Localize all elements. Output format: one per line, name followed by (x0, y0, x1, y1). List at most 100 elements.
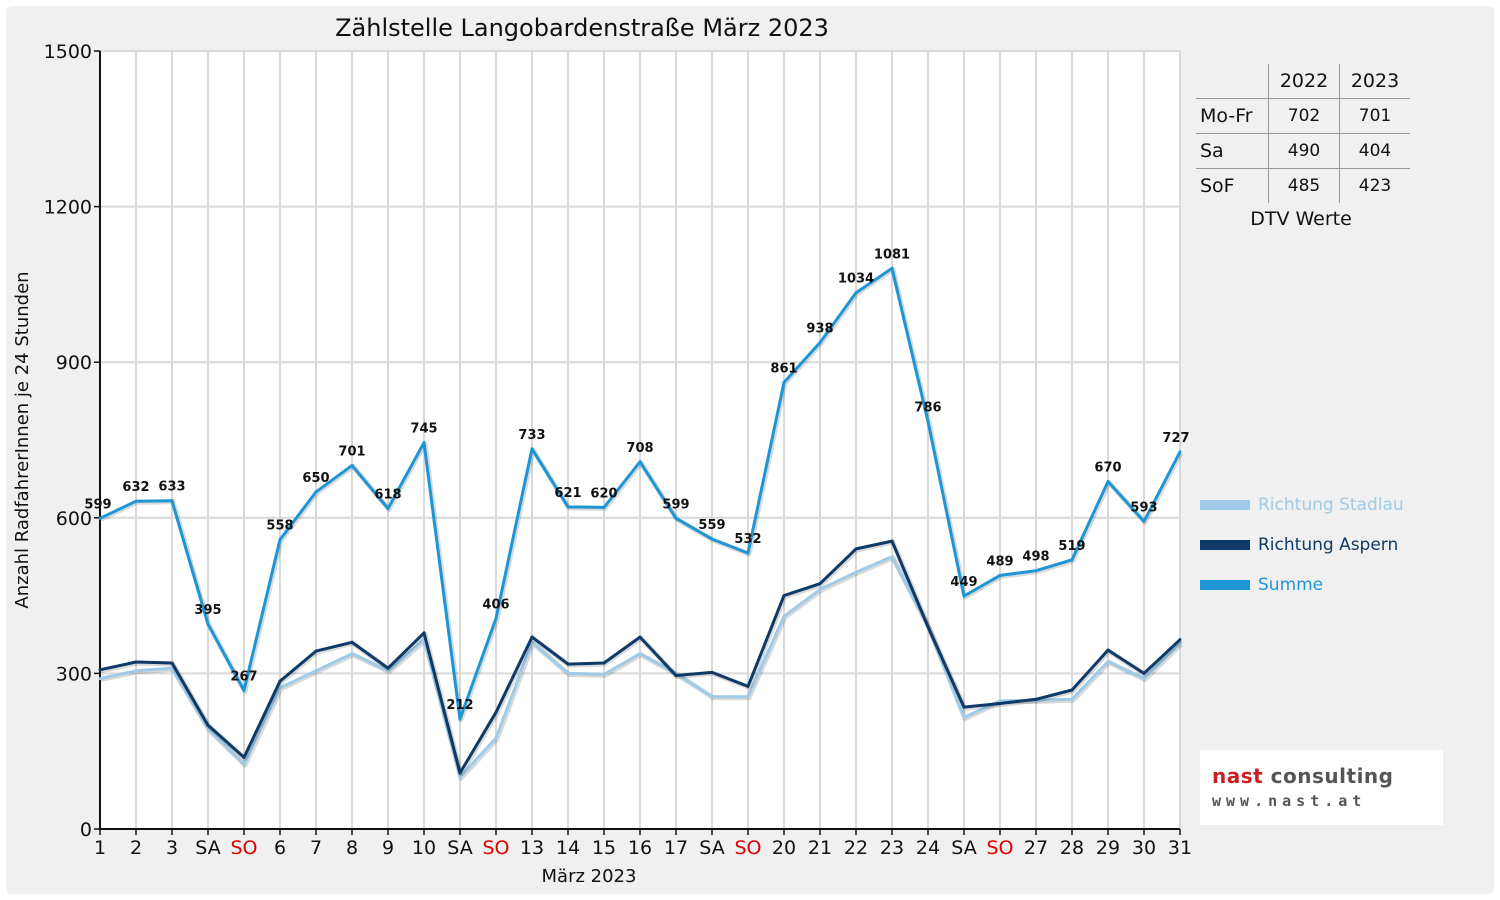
data-label: 449 (950, 575, 977, 590)
data-point (98, 677, 102, 681)
data-point (242, 689, 246, 693)
logo-brand-b: consulting (1270, 764, 1394, 788)
data-point (314, 669, 318, 673)
y-tick-label: 1500 (44, 41, 92, 63)
x-tick-label: 22 (844, 837, 868, 859)
data-point (134, 660, 138, 664)
legend-item-aspern: Richtung Aspern (1200, 535, 1398, 555)
data-label: 498 (1022, 550, 1049, 565)
x-tick-label: 14 (556, 837, 580, 859)
dtv-cell: 702 (1268, 98, 1340, 134)
data-point (854, 291, 858, 295)
x-tick-label: SO (734, 837, 761, 859)
data-point (494, 736, 498, 740)
data-point (602, 672, 606, 676)
y-tick-label: 900 (56, 352, 92, 374)
logo-website: www.nast.at (1212, 792, 1367, 810)
x-tick-label: 2 (130, 837, 142, 859)
data-point (530, 447, 534, 451)
x-tick-label: 1 (94, 837, 106, 859)
data-point (1142, 671, 1146, 675)
data-point (98, 668, 102, 672)
legend-label-stadlau: Richtung Stadlau (1258, 495, 1404, 515)
x-tick-label: 23 (880, 837, 904, 859)
dtv-table: 2022 2023 Mo-Fr 702 701 Sa 490 404 SoF 4… (1196, 64, 1410, 203)
data-point (998, 701, 1002, 705)
data-point (206, 727, 210, 731)
data-label: 938 (806, 321, 833, 336)
dtv-cell: 404 (1339, 133, 1410, 169)
dtv-cell: 701 (1339, 98, 1410, 134)
data-point (602, 505, 606, 509)
dtv-header-2022: 2022 (1268, 64, 1340, 99)
data-point (782, 614, 786, 618)
legend-swatch-aspern (1200, 540, 1250, 550)
data-point (134, 499, 138, 503)
data-point (170, 666, 174, 670)
dtv-corner (1196, 64, 1269, 99)
data-point (566, 671, 570, 675)
logo-brand: nast consulting (1212, 764, 1393, 788)
data-label: 519 (1058, 539, 1085, 554)
data-point (782, 594, 786, 598)
x-tick-label: SA (951, 837, 976, 859)
y-tick-label: 600 (56, 508, 92, 530)
logo-brand-a: nast (1212, 764, 1264, 788)
data-point (98, 516, 102, 520)
data-label: 558 (266, 519, 293, 534)
data-point (530, 635, 534, 639)
data-label: 621 (554, 486, 581, 501)
data-point (350, 640, 354, 644)
data-point (1034, 569, 1038, 573)
dtv-row-label: SoF (1200, 175, 1235, 197)
x-tick-label: 29 (1096, 837, 1120, 859)
x-tick-label: 20 (772, 837, 796, 859)
x-tick-label: 9 (382, 837, 394, 859)
x-tick-label: SO (230, 837, 257, 859)
x-tick-label: 31 (1168, 837, 1192, 859)
data-point (1142, 519, 1146, 523)
data-label: 620 (590, 486, 617, 501)
data-point (566, 505, 570, 509)
data-label: 650 (302, 471, 329, 486)
data-point (818, 587, 822, 591)
data-point (1178, 450, 1182, 454)
data-point (206, 622, 210, 626)
y-tick-label: 1200 (44, 197, 92, 219)
x-tick-label: 6 (274, 837, 286, 859)
data-point (206, 723, 210, 727)
data-label: 267 (230, 670, 257, 685)
data-label: 701 (338, 444, 365, 459)
data-label: 599 (84, 497, 111, 512)
legend-item-stadlau: Richtung Stadlau (1200, 495, 1404, 515)
data-point (962, 594, 966, 598)
data-label: 670 (1094, 460, 1121, 475)
data-point (998, 573, 1002, 577)
data-point (1070, 558, 1074, 562)
x-tick-label: 24 (916, 837, 940, 859)
data-point (314, 490, 318, 494)
data-point (350, 652, 354, 656)
x-tick-label: 21 (808, 837, 832, 859)
data-point (854, 570, 858, 574)
data-point (170, 499, 174, 503)
chart-title: Zählstelle Langobardenstraße März 2023 (335, 14, 829, 42)
data-label: 786 (914, 400, 941, 415)
x-tick-label: 8 (346, 837, 358, 859)
x-tick-label: 30 (1132, 837, 1156, 859)
data-point (962, 705, 966, 709)
data-label: 632 (122, 480, 149, 495)
data-point (638, 460, 642, 464)
x-tick-label: SA (699, 837, 724, 859)
data-point (890, 539, 894, 543)
data-point (746, 551, 750, 555)
data-point (1178, 638, 1182, 642)
data-label: 395 (194, 603, 221, 618)
dtv-header-2023: 2023 (1339, 64, 1410, 99)
data-point (746, 695, 750, 699)
data-point (458, 775, 462, 779)
x-tick-label: 15 (592, 837, 616, 859)
data-point (458, 717, 462, 721)
dtv-row-label: Sa (1196, 133, 1269, 169)
